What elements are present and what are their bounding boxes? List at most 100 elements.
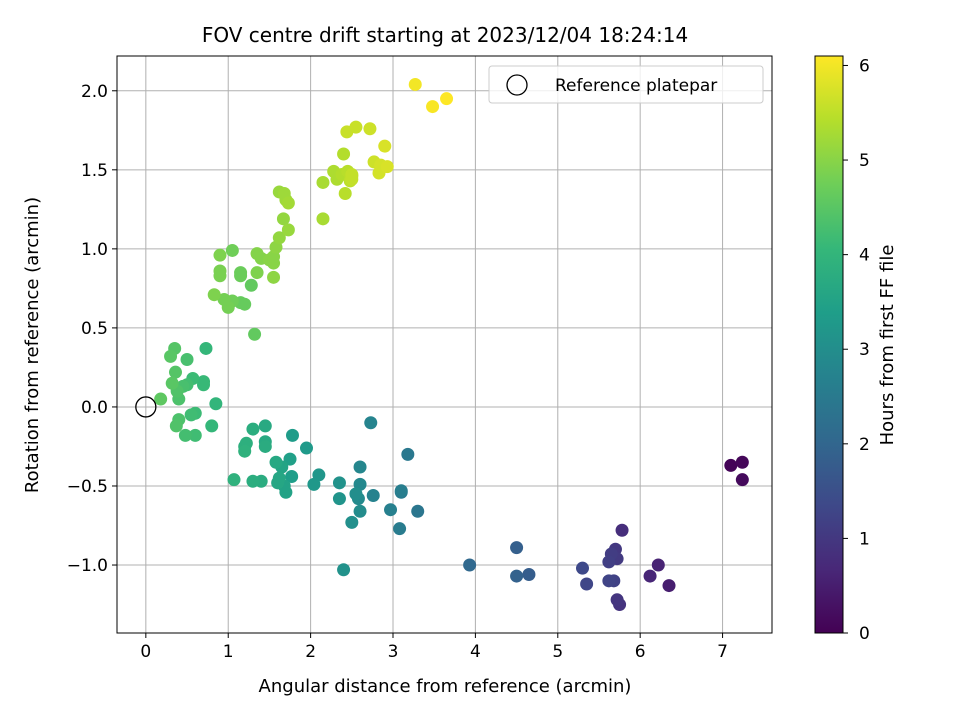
data-point xyxy=(258,419,272,433)
data-point xyxy=(316,175,330,189)
data-point xyxy=(283,452,297,466)
data-point xyxy=(366,488,380,502)
colorbar-tick-label: 6 xyxy=(859,56,870,76)
reference-platepar-marker xyxy=(135,396,157,418)
data-point xyxy=(602,555,616,569)
data-point xyxy=(248,327,262,341)
y-tick-label: 0.5 xyxy=(81,319,108,339)
data-point xyxy=(408,77,422,91)
y-tick-label: 1.5 xyxy=(81,161,108,181)
data-point xyxy=(332,492,346,506)
x-tick-label: 1 xyxy=(223,642,234,662)
colorbar-label: Hours from first FF file xyxy=(877,245,898,446)
data-point xyxy=(440,92,454,106)
data-point xyxy=(353,504,367,518)
x-tick-label: 7 xyxy=(717,642,728,662)
data-point xyxy=(164,349,178,363)
plot-frame xyxy=(116,55,773,634)
data-point xyxy=(384,503,398,517)
data-point xyxy=(199,341,213,355)
legend: Reference platepar xyxy=(488,65,764,104)
data-point xyxy=(180,353,194,367)
legend-marker-reference xyxy=(506,74,528,96)
data-point xyxy=(401,447,415,461)
y-tick-label: −1.0 xyxy=(67,556,108,576)
grid xyxy=(117,56,772,633)
data-point xyxy=(349,487,363,501)
data-point xyxy=(169,419,183,433)
data-point xyxy=(345,515,359,529)
y-axis-ticks: −1.0 −0.5 0.0 0.5 1.0 1.5 2.0 xyxy=(67,82,117,576)
data-point xyxy=(188,428,202,442)
y-tick-label: 0.0 xyxy=(81,398,108,418)
data-point xyxy=(246,422,260,436)
data-point xyxy=(285,469,299,483)
data-point xyxy=(510,541,524,555)
data-point xyxy=(244,278,258,292)
x-tick-label: 4 xyxy=(470,642,481,662)
data-points xyxy=(154,77,749,612)
data-point xyxy=(269,455,283,469)
colorbar-tick-label: 4 xyxy=(859,246,870,266)
data-point xyxy=(735,473,749,487)
data-point xyxy=(168,365,182,379)
data-point xyxy=(394,484,408,498)
data-point xyxy=(380,160,394,174)
data-point xyxy=(205,419,219,433)
x-axis-ticks: 0 1 2 3 4 5 6 7 xyxy=(140,633,728,662)
data-point xyxy=(316,212,330,226)
data-point xyxy=(651,558,665,572)
data-point xyxy=(724,458,738,472)
data-point xyxy=(281,196,295,210)
colorbar-tick-label: 0 xyxy=(859,624,870,644)
y-tick-label: 1.0 xyxy=(81,240,108,260)
y-tick-label: −0.5 xyxy=(67,477,108,497)
data-point xyxy=(602,574,616,588)
y-tick-label: 2.0 xyxy=(81,82,108,102)
data-point xyxy=(165,376,179,390)
data-point xyxy=(209,397,223,411)
data-point xyxy=(285,428,299,442)
y-axis-label: Rotation from reference (arcmin) xyxy=(22,197,43,493)
colorbar-ticks: 0 1 2 3 4 5 6 xyxy=(843,56,870,644)
data-point xyxy=(363,122,377,136)
data-point xyxy=(281,223,295,237)
colorbar-tick-label: 3 xyxy=(859,340,870,360)
legend-box xyxy=(488,65,764,104)
reference-layer xyxy=(135,396,157,418)
data-point xyxy=(349,120,363,134)
colorbar xyxy=(814,55,844,634)
colorbar-tick-label: 2 xyxy=(859,435,870,455)
data-point xyxy=(338,187,352,201)
data-point xyxy=(378,139,392,153)
data-point xyxy=(610,593,624,607)
data-point xyxy=(615,523,629,537)
data-point xyxy=(271,476,285,490)
data-point xyxy=(234,269,248,283)
x-tick-label: 0 xyxy=(140,642,151,662)
x-axis-label: Angular distance from reference (arcmin) xyxy=(259,676,632,697)
x-tick-label: 5 xyxy=(552,642,563,662)
data-point xyxy=(337,147,351,161)
x-tick-label: 6 xyxy=(635,642,646,662)
x-tick-label: 2 xyxy=(305,642,316,662)
data-point xyxy=(522,568,536,582)
data-point xyxy=(510,569,524,583)
data-point xyxy=(217,292,231,306)
colorbar-tick-label: 1 xyxy=(859,529,870,549)
data-point xyxy=(364,416,378,430)
data-point xyxy=(184,408,198,422)
data-point xyxy=(227,473,241,487)
colorbar-tick-label: 5 xyxy=(859,151,870,171)
data-point xyxy=(267,270,281,284)
data-point xyxy=(411,504,425,518)
data-point xyxy=(250,266,264,280)
data-point xyxy=(426,100,440,114)
data-point xyxy=(353,460,367,474)
data-point xyxy=(272,231,286,245)
data-point xyxy=(643,569,657,583)
data-point xyxy=(213,248,227,262)
data-point xyxy=(207,288,221,302)
data-point xyxy=(393,522,407,536)
